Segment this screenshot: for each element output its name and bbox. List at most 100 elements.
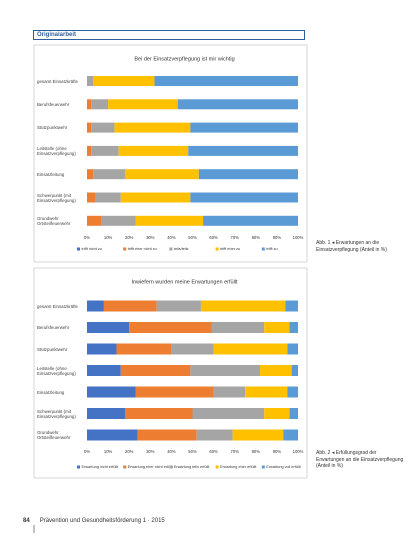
x-tick-label: 90% [273, 235, 282, 240]
bar-segment [213, 386, 246, 398]
bar-segment [87, 145, 92, 156]
bar-segment [87, 99, 92, 110]
bar-segment [190, 122, 298, 133]
bar-segment [135, 215, 204, 226]
bar-segment [95, 192, 121, 203]
bar-segment [87, 429, 138, 441]
bar-segment [200, 300, 286, 312]
bar-segment [289, 322, 298, 333]
x-tick-label: 90% [273, 449, 282, 454]
bar-segment [260, 365, 292, 376]
bar-segment [118, 145, 189, 156]
x-tick-label: 70% [231, 449, 240, 454]
bar-segment [87, 386, 136, 398]
category-label: Berufsfeuerwehr [37, 101, 70, 107]
legend-label: Erwartung teils erfüllt [174, 465, 210, 469]
legend-label: trifft nicht zu [82, 247, 102, 251]
bar-segment [114, 122, 191, 133]
bar-segment [188, 145, 298, 156]
bar-segment [211, 322, 265, 333]
bar-segment [91, 122, 115, 133]
bar-segment [124, 408, 193, 419]
x-tick-label: 100% [293, 235, 304, 240]
bar-segment [129, 322, 212, 333]
bar-segment [287, 343, 298, 355]
x-tick-label: 10% [104, 449, 113, 454]
bar-segment [101, 215, 136, 226]
x-tick-label: 30% [146, 449, 155, 454]
legend-label: teils/teils [174, 247, 189, 251]
bar-segment [103, 300, 157, 312]
bar-segment [291, 365, 298, 376]
bar-segment [154, 76, 298, 86]
legend-label: trifft eher zu [220, 247, 240, 251]
legend-swatch [169, 465, 173, 469]
section-header: Originalarbeit [33, 30, 305, 40]
x-tick-label: 60% [209, 449, 218, 454]
bar-segment [198, 169, 298, 180]
bar-segment [108, 99, 178, 110]
bar-segment [87, 343, 117, 355]
bar-segment [91, 99, 109, 110]
footer: 84 Prävention und Gesundheitsförderung 1 … [23, 518, 165, 524]
x-tick-label: 50% [188, 235, 197, 240]
category-label: Leitstelle (ohne Einsatzverpflegung) [37, 145, 76, 156]
bar-segment [232, 429, 284, 441]
legend-swatch [169, 247, 173, 251]
legend-label: trifft zu [266, 247, 277, 251]
category-label: Einsatzleitung [37, 171, 65, 177]
bar-segment [177, 99, 298, 110]
category-label: Stützpunktwehr [37, 125, 68, 131]
bar-segment [93, 76, 155, 86]
journal: Prävention und Gesundheitsförderung 1 · … [39, 518, 165, 524]
bar-segment [135, 386, 214, 398]
page-number: 84 [23, 518, 30, 524]
chart-frame [33, 44, 308, 263]
legend-swatch [123, 465, 127, 469]
chart-title: Bei der Einsatzverpflegung ist mir wicht… [134, 56, 234, 62]
bar-segment [190, 365, 261, 376]
bar-segment [87, 408, 125, 419]
x-tick-label: 100% [293, 449, 304, 454]
bar-segment [289, 408, 298, 419]
category-label: Stützpunktwehr [37, 346, 68, 352]
x-tick-label: 0% [84, 235, 90, 240]
category-label: Leitstelle (ohne Einsatzverpflegung) [37, 365, 76, 376]
legend-swatch [261, 247, 265, 251]
legend-label: trifft eher nicht zu [128, 247, 157, 251]
bar-segment [171, 343, 214, 355]
bar-segment [190, 192, 298, 203]
bar-segment [87, 215, 102, 226]
bar-segment [87, 169, 94, 180]
bar-segment [196, 429, 233, 441]
bar-segment [213, 343, 288, 355]
x-tick-label: 80% [252, 235, 261, 240]
bar-segment [264, 322, 290, 333]
bar-segment [87, 76, 94, 86]
bar-segment [137, 429, 197, 441]
x-tick-label: 60% [209, 235, 218, 240]
bar-segment [124, 169, 199, 180]
bar-segment [87, 300, 104, 312]
category-label: Schwerpunkt (mit Einsatzverpflegung) [37, 408, 76, 419]
legend-swatch [215, 247, 219, 251]
category-label: Einsatzleitung [37, 389, 65, 395]
chart-frame [33, 267, 308, 479]
x-tick-label: 0% [84, 449, 90, 454]
category-label: Grundwehr Ortsteilfeuerwehr [37, 430, 71, 440]
category-label: Berufsfeuerwehr [37, 325, 70, 330]
bar-segment [87, 122, 92, 133]
x-tick-label: 20% [125, 449, 134, 454]
bar-segment [91, 145, 119, 156]
bar-segment [120, 365, 191, 376]
legend-swatch [261, 465, 265, 469]
legend-swatch [215, 465, 219, 469]
legend-label: Erwartung eher erfüllt [220, 465, 257, 469]
bar-segment [285, 300, 298, 312]
x-tick-label: 20% [125, 235, 134, 240]
category-label: Schwerpunkt (mit Einsatzverpflegung) [37, 192, 76, 203]
x-tick-label: 80% [252, 449, 261, 454]
figure-caption: Abb. 1 ◂ Erwartungen an die Einsatzverpf… [316, 240, 387, 253]
